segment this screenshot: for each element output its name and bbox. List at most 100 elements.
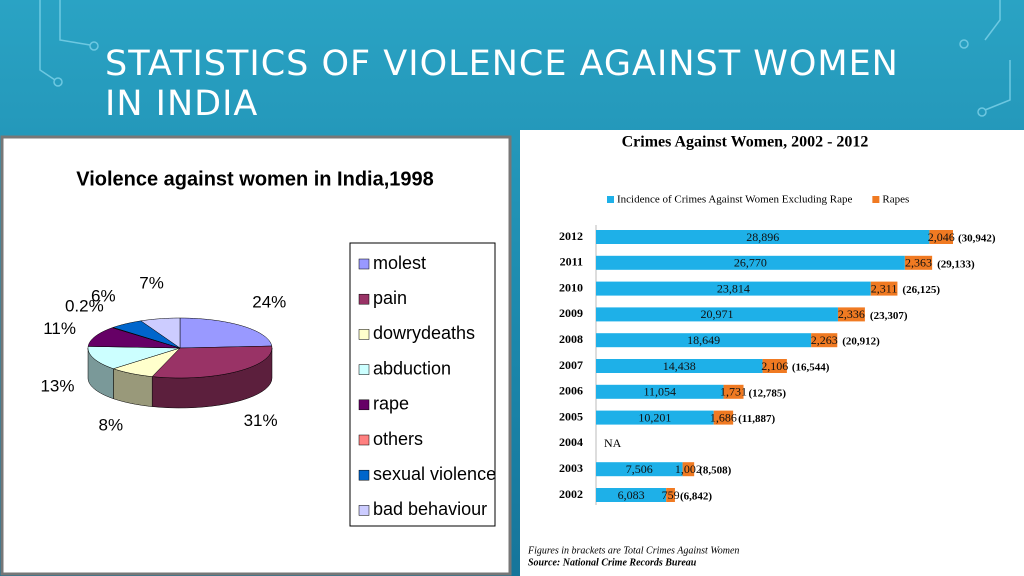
- bar: [596, 255, 905, 270]
- y-tick-label: 2005: [559, 409, 583, 423]
- y-tick-label: 2006: [559, 384, 583, 398]
- y-tick-label: 2008: [559, 332, 583, 346]
- pie-slice: [179, 317, 273, 349]
- bar: [870, 281, 898, 296]
- bar: [713, 410, 734, 425]
- bar: [596, 410, 714, 425]
- pie-slice: [87, 327, 181, 349]
- source: Source: National Crime Records Bureau: [528, 557, 697, 568]
- data-label: 6%: [91, 286, 116, 305]
- legend-swatch: [358, 329, 370, 340]
- data-label: 2,311: [871, 281, 898, 295]
- legend-swatch: [358, 434, 370, 446]
- data-label: 13%: [40, 377, 74, 396]
- bar: [666, 488, 675, 502]
- data-label: 759: [662, 488, 680, 502]
- y-tick-label: 2004: [559, 435, 583, 449]
- data-label: 24%: [252, 293, 286, 312]
- data-label: 2,263: [811, 333, 838, 347]
- y-tick-label: 2009: [559, 306, 583, 320]
- data-label: 2,046: [928, 230, 955, 244]
- legend-box: [349, 242, 496, 527]
- y-tick-label: 2011: [560, 255, 583, 269]
- data-label: 0.2%: [65, 296, 104, 315]
- legend-label: bad behaviour: [373, 499, 487, 519]
- legend-label: rape: [373, 394, 409, 414]
- pie-slice: [87, 346, 181, 369]
- data-label: 11,054: [643, 385, 676, 399]
- bar: [596, 307, 838, 322]
- pie-slice: [112, 320, 181, 349]
- data-label: 6,083: [618, 488, 645, 502]
- bar: [762, 359, 787, 373]
- data-label: 18,649: [687, 333, 720, 347]
- bar: [596, 333, 812, 348]
- total-label: (20,912): [842, 336, 880, 348]
- bar: [596, 230, 930, 244]
- data-label: 1,002: [675, 462, 702, 476]
- footnote: Figures in brackets are Total Crimes Aga…: [527, 545, 739, 556]
- total-label: (23,307): [870, 310, 908, 322]
- legend-swatch: [872, 196, 880, 203]
- data-label: 7%: [139, 273, 164, 292]
- legend-label: sexual violence: [373, 464, 496, 484]
- total-label: (11,887): [738, 413, 775, 425]
- bar-chart: Crimes Against Women, 2002 - 2012 Figure…: [527, 134, 996, 569]
- bar: [811, 333, 838, 348]
- chart-title: Violence against women in India,1998: [76, 168, 434, 190]
- pie-slice: [140, 317, 181, 349]
- legend-swatch: [358, 364, 370, 375]
- y-tick-label: 2010: [559, 280, 583, 294]
- bar: [929, 230, 953, 244]
- legend-label: dowrydeaths: [373, 323, 475, 343]
- legend-label: pain: [373, 288, 407, 308]
- y-tick-label: 2007: [559, 358, 583, 372]
- legend-label: Incidence of Crimes Against Women Exclud…: [617, 194, 852, 206]
- total-label: (29,133): [937, 258, 975, 270]
- y-tick-label: 2012: [559, 229, 583, 243]
- legend-swatch: [358, 505, 370, 516]
- bar: [596, 462, 683, 477]
- data-label: 1,686: [710, 410, 737, 424]
- pie-slice: [112, 347, 181, 377]
- decor: [39, 0, 1011, 117]
- data-label: 2,106: [761, 359, 788, 373]
- data-label: 23,814: [717, 281, 750, 295]
- bar: [596, 384, 724, 399]
- data-label: 26,770: [734, 256, 767, 270]
- bar: [837, 307, 865, 322]
- pie-slice: [151, 345, 273, 379]
- y-tick-label: 2002: [559, 487, 583, 501]
- data-label: 11%: [43, 319, 76, 338]
- legend-swatch: [358, 293, 370, 305]
- data-label: 14,438: [663, 359, 696, 373]
- data-label: 2,363: [905, 256, 932, 270]
- y-tick-label: 2003: [559, 461, 583, 475]
- data-label: 7,506: [626, 462, 653, 476]
- legend-swatch: [607, 196, 614, 203]
- bar: [904, 255, 933, 270]
- legend-label: others: [373, 429, 423, 449]
- pie-chart: Violence against women in India,1998 24%…: [40, 168, 496, 527]
- data-label: 10,201: [638, 410, 671, 424]
- total-label: (30,942): [958, 233, 996, 245]
- bar: [723, 384, 744, 399]
- data-label: 8%: [99, 416, 124, 435]
- total-label: (12,785): [749, 387, 787, 399]
- slide-title: STATISTICS OF VIOLENCE AGAINST WOMEN IN …: [105, 44, 899, 124]
- legend-swatch: [358, 399, 370, 411]
- legend-swatch: [358, 469, 370, 481]
- data-label: 2,336: [838, 307, 865, 321]
- legend-label: molest: [373, 253, 426, 273]
- total-label: (26,125): [902, 284, 940, 296]
- bar: [596, 281, 871, 296]
- data-label: 20,971: [700, 307, 733, 321]
- chart-title: Crimes Against Women, 2002 - 2012: [622, 134, 869, 151]
- total-label: (6,842): [680, 491, 712, 503]
- data-label: 28,896: [746, 230, 779, 244]
- bar: [682, 462, 695, 477]
- total-label: (8,508): [699, 465, 731, 477]
- bar: [596, 488, 667, 502]
